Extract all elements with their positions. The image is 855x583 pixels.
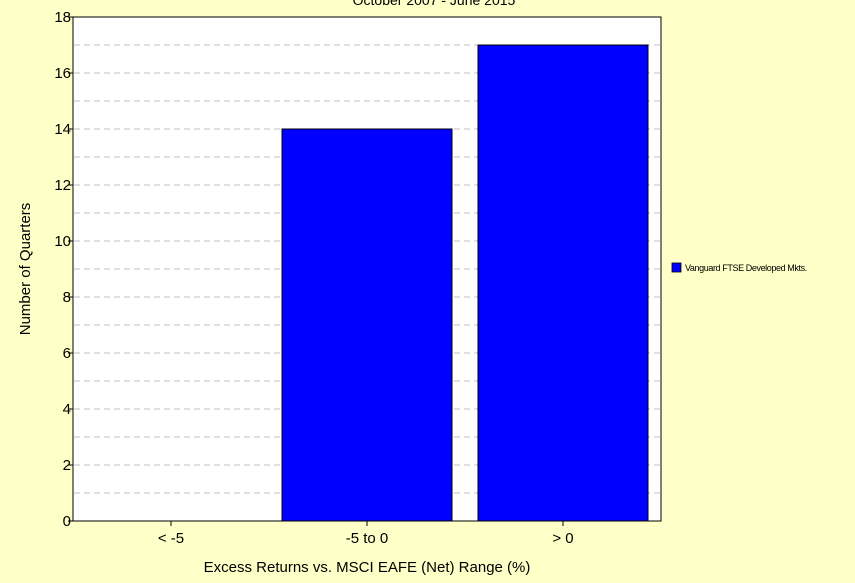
y-tick-label: 12 (54, 177, 71, 194)
legend: Vanguard FTSE Developed Mkts. (671, 262, 807, 273)
x-axis: < -5 -5 to 0 > 0 (158, 521, 574, 547)
y-tick-label: 4 (63, 401, 71, 418)
x-axis-title: Excess Returns vs. MSCI EAFE (Net) Range… (204, 559, 531, 576)
x-tick-label: < -5 (158, 530, 184, 547)
y-tick-label: 0 (63, 513, 71, 530)
y-axis: 0 2 4 6 8 10 12 14 16 18 (54, 9, 73, 530)
legend-swatch (671, 262, 682, 273)
y-tick-label: 14 (54, 121, 71, 138)
y-tick-label: 6 (63, 345, 71, 362)
bar (477, 44, 649, 522)
y-tick-label: 18 (54, 9, 71, 26)
y-tick-label: 2 (63, 457, 71, 474)
chart-title: October 2007 - June 2015 (353, 0, 516, 8)
legend-label: Vanguard FTSE Developed Mkts. (685, 263, 807, 273)
y-tick-label: 16 (54, 65, 71, 82)
x-tick-label: -5 to 0 (346, 530, 389, 547)
bar (281, 128, 453, 522)
y-tick-label: 10 (54, 233, 71, 250)
x-tick-label: > 0 (552, 530, 573, 547)
bars (281, 44, 649, 522)
y-tick-label: 8 (63, 289, 71, 306)
y-axis-title: Number of Quarters (17, 203, 34, 336)
